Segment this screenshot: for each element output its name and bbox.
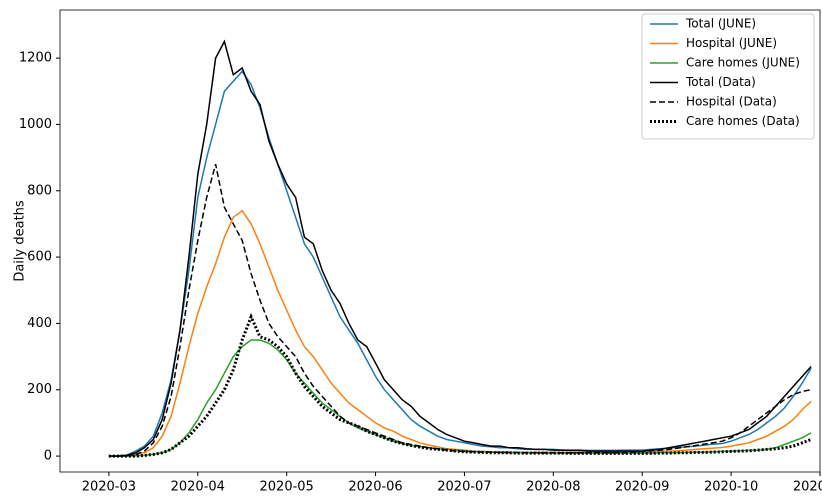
x-tick-label: 2020-07 — [437, 480, 491, 495]
legend: Total (JUNE) Hospital (JUNE) Care homes (J… — [641, 13, 815, 140]
x-tick-label: 2020-04 — [171, 480, 225, 495]
series-line — [108, 164, 812, 457]
legend-label: Hospital (Data) — [686, 95, 777, 109]
legend-box — [641, 13, 815, 140]
plot-frame — [59, 9, 821, 473]
y-tick-label: 800 — [27, 183, 52, 198]
y-tick-label: 0 — [44, 449, 52, 464]
x-tick-label: 2020-09 — [615, 480, 669, 495]
legend-label: Total (JUNE) — [685, 17, 756, 31]
y-tick-label: 200 — [27, 382, 52, 397]
x-tick-label: 2020-06 — [348, 480, 402, 495]
legend-label: Care homes (JUNE) — [686, 56, 800, 70]
series-line — [108, 39, 812, 457]
x-tick-label: 2020-03 — [82, 480, 136, 495]
x-tick-label: 2020-11 — [793, 480, 822, 495]
series-line — [108, 339, 812, 457]
series-line — [108, 209, 812, 457]
series-line — [108, 312, 812, 458]
x-tick-label: 2020-10 — [704, 480, 758, 495]
y-axis-label: Daily deaths — [13, 200, 28, 282]
x-tick-label: 2020-08 — [526, 480, 580, 495]
y-tick-label: 400 — [27, 316, 52, 331]
y-tick-label: 1200 — [19, 51, 52, 66]
x-tick-label: 2020-05 — [260, 480, 314, 495]
y-tick-label: 600 — [27, 250, 52, 265]
legend-label: Care homes (Data) — [686, 114, 800, 128]
legend-label: Total (Data) — [685, 75, 756, 89]
y-tick-label: 1000 — [19, 117, 52, 132]
legend-label: Hospital (JUNE) — [686, 36, 777, 50]
